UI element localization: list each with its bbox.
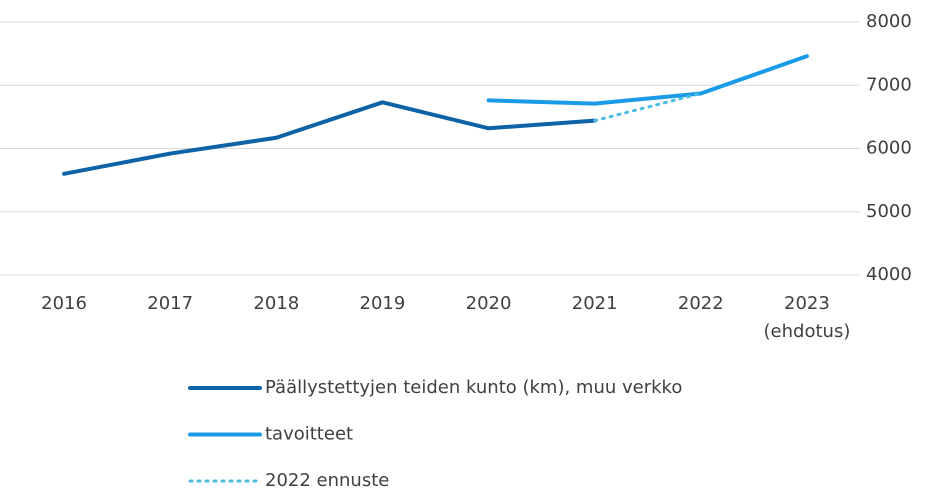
line-series [486, 54, 809, 106]
x-tick-label: 2016 [41, 293, 87, 314]
legend-label: Päällystettyjen teiden kunto (km), muu v… [265, 377, 682, 398]
line-series [593, 91, 703, 123]
y-tick-label: 5000 [866, 201, 912, 222]
x-tick-label: 2019 [359, 293, 406, 314]
x-tick-label: 2018 [253, 293, 300, 314]
legend-label: 2022 ennuste [265, 470, 389, 490]
x-tick-label: 2020 [465, 293, 512, 314]
line-series [62, 100, 597, 176]
x-tick-label: 2023 (ehdotus) [763, 293, 851, 342]
x-tick-label: 2017 [147, 293, 194, 314]
x-tick-label: 2021 [571, 293, 618, 314]
legend-label: tavoitteet [265, 424, 353, 445]
y-tick-label: 8000 [866, 11, 912, 32]
x-tick-label: 2022 [677, 293, 724, 314]
y-tick-label: 6000 [866, 138, 912, 159]
y-tick-label: 4000 [866, 264, 912, 285]
y-tick-label: 7000 [866, 74, 912, 95]
